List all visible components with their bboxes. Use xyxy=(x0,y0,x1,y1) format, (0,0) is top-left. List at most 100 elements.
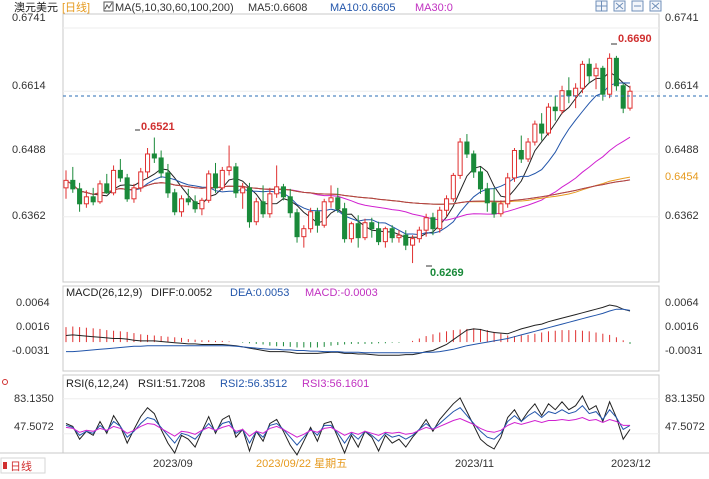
candle-body xyxy=(226,166,232,171)
grid-icon[interactable] xyxy=(595,0,608,12)
candle-body xyxy=(593,67,599,77)
candle-body xyxy=(138,171,144,189)
ma-toggle-icon[interactable] xyxy=(103,1,114,12)
rsi3-line xyxy=(65,416,630,438)
date-label-dec: 2023/12 xyxy=(611,458,651,470)
candle-body xyxy=(498,203,504,215)
price-tick-left-4: 0.6362 xyxy=(12,210,46,222)
macd-tick-right-1: 0.0064 xyxy=(665,297,699,309)
rsi-tick-right-1: 83.1350 xyxy=(665,393,705,405)
candle-body xyxy=(77,188,83,205)
period-badge-icon xyxy=(3,462,7,469)
rsi-tick-right-2: 47.5072 xyxy=(665,421,705,433)
close-icon[interactable] xyxy=(649,0,662,12)
candle-body xyxy=(382,228,388,243)
candle-body xyxy=(437,209,443,230)
macd-hist-label: MACD:-0.0003 xyxy=(305,287,378,299)
candle-body xyxy=(294,212,300,238)
candle-body xyxy=(308,211,314,230)
candle-body xyxy=(532,123,538,143)
candle-body xyxy=(90,196,96,203)
candle-body xyxy=(511,149,518,179)
rsi-title: RSI(6,12,24) xyxy=(66,378,128,390)
candle-body xyxy=(117,169,123,179)
candle-body xyxy=(573,87,579,97)
candle-body xyxy=(484,188,490,204)
candle-body xyxy=(172,192,178,213)
macd-diff-line xyxy=(65,304,631,356)
macd-tick-left-2: 0.0016 xyxy=(16,321,50,333)
current-price-label: 0.6614 xyxy=(665,80,699,92)
candle-body xyxy=(335,197,341,210)
rsi-settings-icon[interactable] xyxy=(2,379,8,385)
period-badge-label: 日线 xyxy=(10,459,32,473)
candle-body xyxy=(246,187,253,223)
candle-body xyxy=(600,67,606,95)
candle-body xyxy=(192,201,198,210)
candle-body xyxy=(178,198,185,213)
candle-body xyxy=(104,183,110,194)
left-high-annotation: 0.6521 xyxy=(141,121,175,133)
candle-body xyxy=(403,234,409,246)
candle-body xyxy=(423,217,429,231)
candle-body xyxy=(607,57,613,95)
candle-body xyxy=(124,177,130,200)
candle-body xyxy=(566,90,572,97)
macd-diff-label: DIFF:0.0052 xyxy=(151,287,212,299)
candle-body xyxy=(389,228,395,239)
period-badge[interactable] xyxy=(0,457,46,474)
candle-body xyxy=(70,179,76,190)
candle-body xyxy=(376,228,382,243)
candle-body xyxy=(416,229,422,240)
rsi2-label: RSI2:56.3512 xyxy=(220,378,287,390)
date-label-sep: 2023/09 xyxy=(153,458,193,470)
candle-body xyxy=(545,106,551,134)
macd-layer xyxy=(65,304,631,356)
rsi1-label: RSI1:51.7208 xyxy=(138,378,205,390)
candle-body xyxy=(83,196,89,205)
macd-dea-label: DEA:0.0053 xyxy=(230,287,289,299)
price-tick-left-3: 0.6488 xyxy=(12,144,46,156)
ma-params-label: MA(5,10,30,60,100,200) xyxy=(115,2,234,14)
date-label-nov: 2023/11 xyxy=(455,458,494,470)
candle-body xyxy=(443,198,450,211)
candle-body xyxy=(471,153,477,173)
candle-body xyxy=(287,196,293,214)
minus-icon[interactable] xyxy=(631,0,644,12)
period-label[interactable]: [日线] xyxy=(62,0,90,14)
low-annotation: 0.6269 xyxy=(430,267,464,279)
macd-panel-frame xyxy=(62,285,660,372)
ma10-line xyxy=(65,82,631,236)
candle-layer xyxy=(63,53,633,264)
candle-body xyxy=(111,169,117,194)
candle-body xyxy=(464,141,470,155)
rsi3-label: RSI3:56.1601 xyxy=(302,378,369,390)
candle-body xyxy=(355,223,361,239)
candle-body xyxy=(518,149,524,160)
rsi-tick-left-1: 83.1350 xyxy=(14,393,54,405)
candle-body xyxy=(131,187,137,200)
candle-body xyxy=(158,157,164,174)
ma-toggle-glyph-icon xyxy=(104,2,113,10)
candle-body xyxy=(185,198,191,203)
candle-body xyxy=(369,222,375,230)
candle-body xyxy=(348,223,354,240)
candle-body xyxy=(505,177,511,205)
candle-body xyxy=(559,90,565,112)
candle-body xyxy=(219,169,225,189)
high-annotation: 0.6690 xyxy=(618,33,652,45)
candle-body xyxy=(212,173,219,189)
candle-body xyxy=(97,183,103,203)
candle-body xyxy=(280,186,286,198)
candle-body xyxy=(260,201,266,215)
candle-body xyxy=(342,208,348,240)
candle-body xyxy=(579,63,585,89)
candle-body xyxy=(63,179,69,189)
price-tick-left-1: 0.6741 xyxy=(12,12,46,24)
ma10-label: MA10:0.6605 xyxy=(330,2,395,14)
expand-icon[interactable] xyxy=(613,0,626,12)
candle-body xyxy=(396,234,402,239)
candle-body xyxy=(321,201,327,226)
candle-body xyxy=(362,222,368,239)
price-panel-frame xyxy=(62,13,660,283)
